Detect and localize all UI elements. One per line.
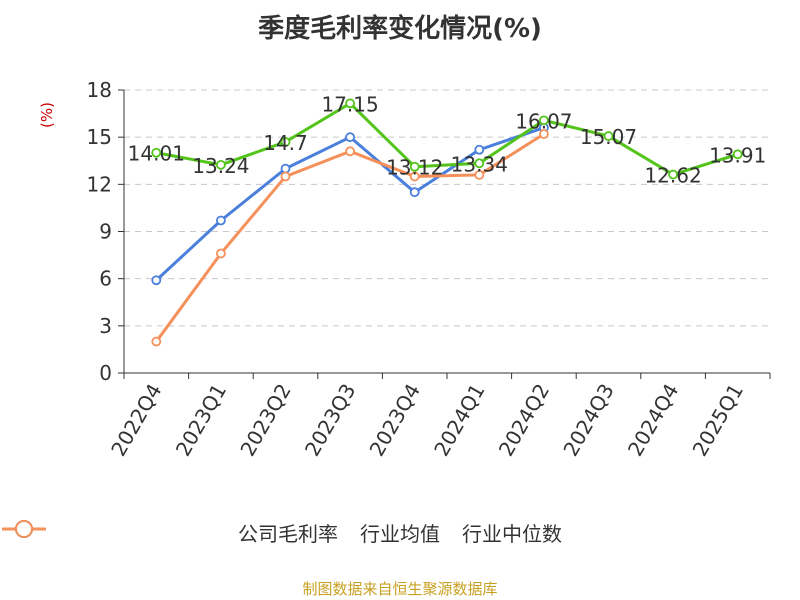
y-tick-label: 15 bbox=[87, 125, 112, 149]
data-point bbox=[603, 131, 614, 141]
data-point bbox=[732, 149, 743, 160]
data-point bbox=[668, 169, 678, 180]
data-point bbox=[280, 163, 291, 174]
x-tick-label: 2024Q3 bbox=[558, 380, 618, 461]
data-label: 15.07 bbox=[580, 125, 637, 149]
data-point bbox=[215, 215, 226, 226]
data-label: 12.62 bbox=[644, 164, 701, 188]
data-point bbox=[474, 144, 485, 155]
data-point bbox=[345, 132, 356, 143]
data-point bbox=[280, 171, 291, 182]
data-label: 17.15 bbox=[321, 92, 378, 116]
x-tick-label: 2024Q1 bbox=[429, 380, 489, 461]
x-tick-label: 2022Q4 bbox=[106, 380, 166, 461]
legend-label: 行业均值 bbox=[360, 522, 440, 546]
data-point bbox=[409, 161, 420, 172]
data-point bbox=[345, 146, 356, 157]
x-tick-label: 2024Q2 bbox=[494, 380, 554, 461]
data-point bbox=[474, 169, 485, 180]
legend-item[interactable]: 行业均值 bbox=[2, 518, 440, 547]
data-point bbox=[409, 187, 420, 198]
data-point bbox=[151, 147, 162, 158]
y-tick-label: 0 bbox=[99, 361, 112, 385]
legend-marker-icon bbox=[2, 520, 46, 538]
data-label: 13.91 bbox=[709, 143, 766, 167]
data-label: 16.07 bbox=[515, 109, 572, 133]
y-tick-label: 9 bbox=[99, 220, 112, 244]
y-tick-label: 12 bbox=[87, 172, 112, 196]
data-label: 13.34 bbox=[451, 152, 508, 176]
data-point bbox=[280, 136, 291, 147]
data-point bbox=[409, 171, 420, 182]
source-text: 制图数据来自恒生聚源数据库 bbox=[302, 580, 498, 598]
data-point bbox=[539, 115, 549, 126]
legend-item[interactable]: 公司毛利率 bbox=[2, 518, 338, 547]
x-tick-label: 2023Q3 bbox=[300, 380, 360, 461]
y-tick-label: 3 bbox=[99, 314, 112, 338]
chart-title: 季度毛利率变化情况(%) bbox=[258, 14, 542, 44]
data-point bbox=[215, 159, 226, 170]
data-label: 14.7 bbox=[263, 131, 308, 155]
data-point bbox=[474, 158, 485, 169]
data-point bbox=[539, 129, 549, 139]
x-tick-label: 2023Q2 bbox=[235, 380, 295, 461]
y-tick-label: 18 bbox=[87, 78, 112, 102]
data-label: 14.01 bbox=[128, 142, 185, 166]
series-line bbox=[156, 101, 739, 177]
legend-label: 行业中位数 bbox=[462, 522, 562, 546]
data-label: 13.12 bbox=[386, 156, 443, 180]
data-point bbox=[345, 98, 356, 109]
data-point bbox=[151, 275, 162, 286]
legend-label: 公司毛利率 bbox=[238, 522, 338, 546]
y-tick-label: 6 bbox=[99, 267, 112, 291]
data-point bbox=[215, 248, 226, 259]
x-tick-label: 2024Q4 bbox=[623, 380, 683, 461]
x-tick-label: 2023Q4 bbox=[365, 380, 425, 461]
legend-item[interactable]: 行业中位数 bbox=[2, 518, 562, 547]
data-point bbox=[151, 336, 162, 347]
x-tick-label: 2023Q1 bbox=[171, 380, 231, 461]
data-label: 13.24 bbox=[192, 154, 249, 178]
x-tick-label: 2025Q1 bbox=[688, 380, 748, 461]
legend: 公司毛利率 行业均值 行业中位数 bbox=[0, 518, 800, 547]
